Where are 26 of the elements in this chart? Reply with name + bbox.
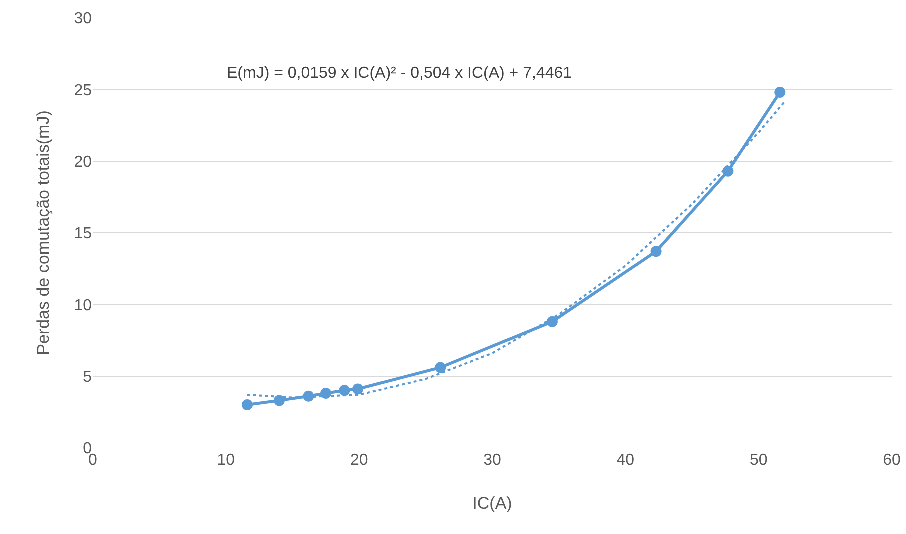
x-tick-label: 50	[750, 452, 768, 469]
x-tick-label: 60	[883, 452, 901, 469]
point	[242, 400, 253, 410]
point	[303, 390, 314, 402]
point	[546, 316, 558, 328]
annotation: E(mJ) = 0,0159 x IC(A)² - 0,504 x IC(A) + 7,4461	[227, 65, 572, 82]
point	[722, 166, 734, 177]
x-axis-title: IC(A)	[472, 494, 512, 513]
y-tick-label: 25	[74, 82, 92, 100]
point	[320, 388, 332, 400]
x-tick-label: 40	[616, 452, 635, 469]
y-tick-label: 20	[74, 154, 92, 171]
y-tick-label: 30	[74, 10, 92, 28]
point	[774, 87, 786, 98]
x-tick-label: 20	[350, 452, 368, 469]
y-tick-label: 5	[83, 368, 92, 386]
point	[352, 384, 364, 395]
y-tick-label: 10	[74, 297, 92, 314]
y-axis-title: Perdas de comutação totais(mJ)	[34, 110, 53, 356]
point	[435, 362, 446, 374]
x-tick-label: 10	[217, 452, 236, 469]
x-tick-label: 30	[484, 452, 502, 469]
point	[339, 385, 350, 396]
point	[650, 246, 662, 258]
point	[274, 395, 285, 406]
y-tick-label: 15	[74, 226, 92, 243]
